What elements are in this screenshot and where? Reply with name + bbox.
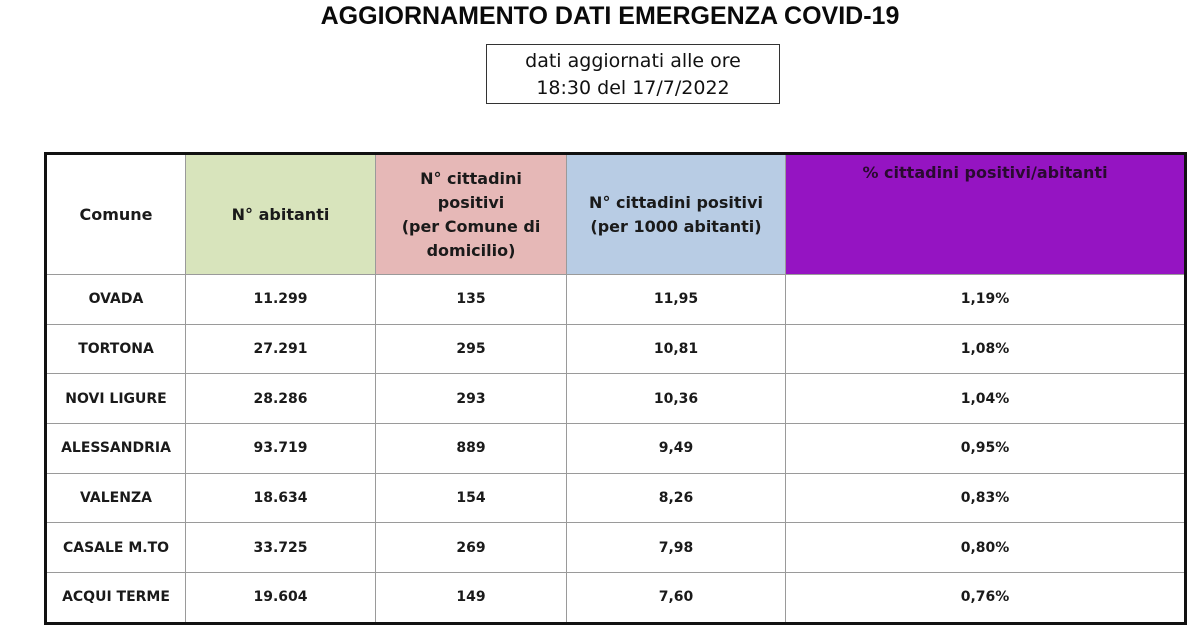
- cell-comune: NOVI LIGURE: [45, 373, 186, 425]
- cell-comune: VALENZA: [45, 472, 186, 524]
- cell-percent: 1,08%: [785, 323, 1186, 375]
- cell-positivi: 135: [375, 274, 567, 325]
- header-positivi-line: (per Comune di: [401, 216, 541, 236]
- cell-abitanti: 18.634: [185, 472, 376, 524]
- cell-abitanti: 11.299: [185, 274, 376, 325]
- update-line-1: dati aggiornati alle ore: [525, 50, 741, 72]
- header-abitanti: N° abitanti: [185, 153, 376, 275]
- update-line-2: 18:30 del 17/7/2022: [536, 77, 730, 99]
- cell-per1000: 10,36: [566, 373, 786, 425]
- cell-percent: 0,76%: [785, 572, 1186, 624]
- cell-comune: TORTONA: [45, 323, 186, 375]
- header-per1000-line: N° cittadini positivi: [589, 192, 763, 212]
- cell-percent: 1,04%: [785, 373, 1186, 425]
- cell-percent: 0,95%: [785, 423, 1186, 474]
- header-positivi-line: N° cittadini: [420, 168, 522, 188]
- page-title: AGGIORNAMENTO DATI EMERGENZA COVID-19: [320, 2, 900, 30]
- table-row: CASALE M.TO 33.725 269 7,98 0,80%: [45, 522, 1186, 574]
- cell-positivi: 293: [375, 373, 567, 425]
- cell-positivi: 295: [375, 323, 567, 375]
- cell-positivi: 149: [375, 572, 567, 624]
- table-row: NOVI LIGURE 28.286 293 10,36 1,04%: [45, 373, 1186, 425]
- header-abitanti-label: N° abitanti: [231, 204, 330, 224]
- header-percent: % cittadini positivi/abitanti: [785, 153, 1186, 275]
- cell-positivi: 154: [375, 472, 567, 524]
- cell-abitanti: 27.291: [185, 323, 376, 375]
- cell-abitanti: 19.604: [185, 572, 376, 624]
- header-per1000: N° cittadini positivi (per 1000 abitanti…: [566, 153, 786, 275]
- cell-comune: ACQUI TERME: [45, 572, 186, 624]
- cell-percent: 1,19%: [785, 274, 1186, 325]
- cell-positivi: 269: [375, 522, 567, 574]
- cell-per1000: 7,98: [566, 522, 786, 574]
- cell-positivi: 889: [375, 423, 567, 474]
- cell-per1000: 11,95: [566, 274, 786, 325]
- header-positivi-line: domicilio): [426, 240, 516, 260]
- cell-per1000: 7,60: [566, 572, 786, 624]
- header-comune: Comune: [45, 153, 186, 275]
- cell-percent: 0,80%: [785, 522, 1186, 574]
- header-positivi-line: positivi: [437, 192, 505, 212]
- cell-abitanti: 28.286: [185, 373, 376, 425]
- cell-comune: OVADA: [45, 274, 186, 325]
- cell-abitanti: 93.719: [185, 423, 376, 474]
- header-comune-label: Comune: [79, 204, 153, 224]
- table-row: ACQUI TERME 19.604 149 7,60 0,76%: [45, 572, 1186, 624]
- cell-abitanti: 33.725: [185, 522, 376, 574]
- table-row: ALESSANDRIA 93.719 889 9,49 0,95%: [45, 423, 1186, 474]
- table-row: VALENZA 18.634 154 8,26 0,83%: [45, 472, 1186, 524]
- cell-comune: ALESSANDRIA: [45, 423, 186, 474]
- header-per1000-line: (per 1000 abitanti): [590, 216, 762, 236]
- cell-per1000: 8,26: [566, 472, 786, 524]
- covid-data-table: Comune N° abitanti N° cittadini positivi…: [44, 152, 1187, 625]
- header-percent-label: % cittadini positivi/abitanti: [862, 163, 1108, 182]
- cell-comune: CASALE M.TO: [45, 522, 186, 574]
- header-positivi: N° cittadini positivi (per Comune di dom…: [375, 153, 567, 275]
- table-row: TORTONA 27.291 295 10,81 1,08%: [45, 323, 1186, 375]
- cell-percent: 0,83%: [785, 472, 1186, 524]
- cell-per1000: 9,49: [566, 423, 786, 474]
- table-header-row: Comune N° abitanti N° cittadini positivi…: [45, 153, 1186, 275]
- cell-per1000: 10,81: [566, 323, 786, 375]
- table-row: OVADA 11.299 135 11,95 1,19%: [45, 274, 1186, 325]
- update-timestamp-box: dati aggiornati alle ore 18:30 del 17/7/…: [486, 44, 780, 104]
